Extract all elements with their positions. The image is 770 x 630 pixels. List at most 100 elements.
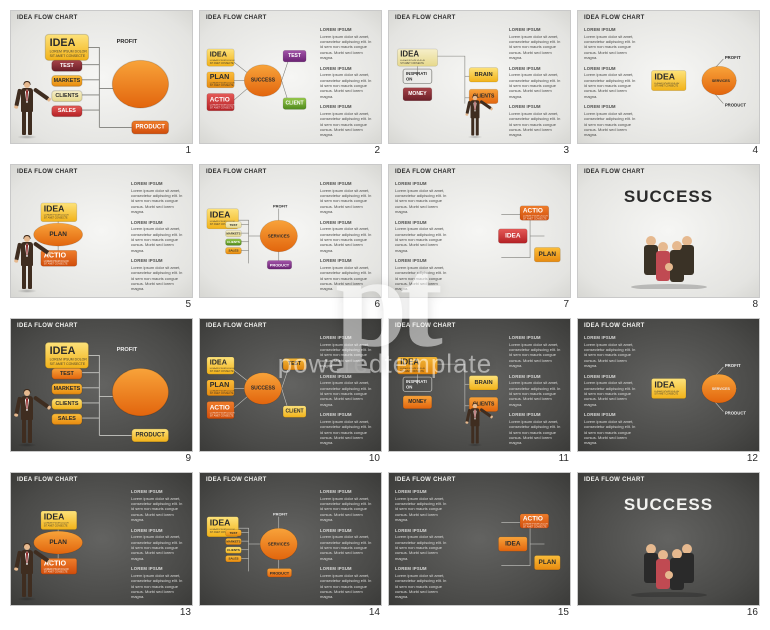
svg-text:IDEA: IDEA bbox=[505, 541, 521, 548]
diagram: PROFIT IDEA LOREM IPSUM DOLOR SIT AMET C… bbox=[15, 25, 188, 139]
lorem-label: LOREM IPSUM bbox=[584, 412, 639, 418]
slide-number: 3 bbox=[388, 144, 571, 158]
lorem-body: Lorem ipsum dolor sit amet, consectetur … bbox=[395, 496, 450, 523]
svg-text:LOREM IPSUM DOLOR: LOREM IPSUM DOLOR bbox=[210, 390, 235, 392]
lorem-label: LOREM IPSUM bbox=[131, 528, 186, 534]
lorem-label: LOREM IPSUM bbox=[320, 374, 375, 380]
template-grid: IDEA FLOW CHART PROFIT bbox=[0, 0, 770, 630]
slide-cell: IDEA FLOW CHART IDE bbox=[388, 318, 571, 466]
slide-7[interactable]: IDEA FLOW CHART ACT bbox=[388, 164, 571, 298]
svg-text:SALES: SALES bbox=[228, 557, 238, 561]
svg-text:MARKETS: MARKETS bbox=[54, 386, 81, 392]
svg-text:LOREM IPSUM DOLOR: LOREM IPSUM DOLOR bbox=[210, 82, 235, 84]
svg-text:SIT AMET CONSECTE: SIT AMET CONSECTE bbox=[523, 525, 547, 528]
slide-title: IDEA FLOW CHART bbox=[584, 477, 645, 483]
text-column: LOREM IPSUM Lorem ipsum dolor sit amet, … bbox=[131, 181, 186, 297]
slide-8[interactable]: IDEA FLOW CHARTSUCCESS bbox=[577, 164, 760, 298]
svg-text:PRODUCT: PRODUCT bbox=[725, 410, 747, 415]
slide-9[interactable]: IDEA FLOW CHART PROFIT bbox=[10, 318, 193, 452]
svg-text:PLAN: PLAN bbox=[210, 381, 230, 389]
diagram: PROFIT IDEA LOREM IPSUM DOLOR SIT AMET C… bbox=[204, 179, 319, 293]
slide-title: IDEA FLOW CHART bbox=[395, 323, 456, 329]
lorem-body: Lorem ipsum dolor sit amet, consectetur … bbox=[320, 534, 375, 561]
svg-text:PRODUCT: PRODUCT bbox=[135, 432, 165, 438]
slide-16[interactable]: IDEA FLOW CHART SUCCESS bbox=[577, 472, 760, 606]
lorem-label: LOREM IPSUM bbox=[320, 335, 375, 341]
text-column: LOREM IPSUM Lorem ipsum dolor sit amet, … bbox=[395, 489, 450, 605]
slide-6[interactable]: IDEA FLOW CHART PROFIT bbox=[199, 164, 382, 298]
svg-text:LOREM IPSUM DOLOR: LOREM IPSUM DOLOR bbox=[210, 413, 235, 415]
slide-number: 10 bbox=[199, 452, 382, 466]
slide-11[interactable]: IDEA FLOW CHART IDE bbox=[388, 318, 571, 452]
lorem-label: LOREM IPSUM bbox=[584, 27, 639, 33]
svg-text:MONEY: MONEY bbox=[408, 399, 427, 405]
svg-text:CLIENTS: CLIENTS bbox=[55, 93, 78, 99]
slide-title: IDEA FLOW CHART bbox=[17, 169, 78, 175]
svg-text:SIT AMET CONSECTE: SIT AMET CONSECTE bbox=[210, 392, 234, 395]
svg-text:LOREM IPSUM DOLOR: LOREM IPSUM DOLOR bbox=[523, 216, 548, 218]
lorem-label: LOREM IPSUM bbox=[131, 181, 186, 187]
slide-number: 13 bbox=[10, 606, 193, 620]
lorem-label: LOREM IPSUM bbox=[131, 489, 186, 495]
svg-text:SIT AMET CONSECTE: SIT AMET CONSECTE bbox=[210, 84, 234, 87]
lorem-label: LOREM IPSUM bbox=[509, 66, 564, 72]
lorem-label: LOREM IPSUM bbox=[131, 566, 186, 572]
slide-cell: IDEA FLOW CHART PROFIT bbox=[199, 472, 382, 620]
slide-number: 14 bbox=[199, 606, 382, 620]
svg-text:SIT AMET CONSECTE: SIT AMET CONSECTE bbox=[400, 370, 424, 373]
text-column: LOREM IPSUM Lorem ipsum dolor sit amet, … bbox=[131, 489, 186, 605]
lorem-label: LOREM IPSUM bbox=[131, 258, 186, 264]
svg-text:PROFIT: PROFIT bbox=[725, 55, 741, 60]
team-illustration bbox=[619, 537, 719, 599]
slide-2[interactable]: IDEA FLOW CHART IDE bbox=[199, 10, 382, 144]
slide-cell: IDEA FLOW CHART IDE bbox=[388, 10, 571, 158]
text-column: LOREM IPSUM Lorem ipsum dolor sit amet, … bbox=[584, 335, 639, 451]
slide-3[interactable]: IDEA FLOW CHART IDE bbox=[388, 10, 571, 144]
svg-text:SIT AMET CONSECTE: SIT AMET CONSECTE bbox=[654, 85, 678, 88]
success-heading: SUCCESS bbox=[624, 495, 713, 515]
lorem-label: LOREM IPSUM bbox=[320, 66, 375, 72]
lorem-label: LOREM IPSUM bbox=[395, 181, 450, 187]
svg-text:SIT AMET CONSECTE: SIT AMET CONSECTE bbox=[210, 62, 234, 65]
lorem-body: Lorem ipsum dolor sit amet, consectetur … bbox=[509, 419, 564, 446]
lorem-label: LOREM IPSUM bbox=[395, 489, 450, 495]
text-column: LOREM IPSUM Lorem ipsum dolor sit amet, … bbox=[320, 27, 375, 143]
slide-cell: IDEA FLOW CHARTSUCCESS 8 bbox=[577, 164, 760, 312]
svg-text:SIT AMET CONSECTE: SIT AMET CONSECTE bbox=[400, 62, 424, 65]
lorem-label: LOREM IPSUM bbox=[320, 489, 375, 495]
slide-number: 2 bbox=[199, 144, 382, 158]
slide-12[interactable]: IDEA FLOW CHART PROFITPRODUCT bbox=[577, 318, 760, 452]
svg-text:LOREM IPSUM DOLOR: LOREM IPSUM DOLOR bbox=[654, 391, 679, 393]
svg-text:LOREM IPSUM DOLOR: LOREM IPSUM DOLOR bbox=[210, 60, 235, 62]
svg-text:LOREM IPSUM DOLOR: LOREM IPSUM DOLOR bbox=[210, 368, 235, 370]
svg-text:ON: ON bbox=[406, 77, 412, 82]
slide-1[interactable]: IDEA FLOW CHART PROFIT bbox=[10, 10, 193, 144]
slide-title: IDEA FLOW CHART bbox=[584, 323, 645, 329]
svg-text:BRAIN: BRAIN bbox=[474, 72, 492, 78]
lorem-body: Lorem ipsum dolor sit amet, consectetur … bbox=[509, 111, 564, 138]
slide-5[interactable]: IDEA FLOW CHART IDE bbox=[10, 164, 193, 298]
svg-text:PROFIT: PROFIT bbox=[117, 39, 138, 45]
svg-text:CLIENTS: CLIENTS bbox=[55, 401, 78, 407]
lorem-body: Lorem ipsum dolor sit amet, consectetur … bbox=[320, 342, 375, 369]
svg-text:SIT AMET CONSECTE: SIT AMET CONSECTE bbox=[44, 525, 68, 528]
svg-text:SALES: SALES bbox=[58, 108, 76, 114]
lorem-label: LOREM IPSUM bbox=[509, 104, 564, 110]
slide-13[interactable]: IDEA FLOW CHART IDE bbox=[10, 472, 193, 606]
svg-text:ON: ON bbox=[406, 385, 412, 390]
svg-text:IDEA: IDEA bbox=[505, 233, 521, 240]
lorem-label: LOREM IPSUM bbox=[320, 27, 375, 33]
lorem-body: Lorem ipsum dolor sit amet, consectetur … bbox=[320, 419, 375, 446]
lorem-label: LOREM IPSUM bbox=[584, 374, 639, 380]
slide-4[interactable]: IDEA FLOW CHART PROFITPRODUCT bbox=[577, 10, 760, 144]
svg-text:CLIENTS: CLIENTS bbox=[227, 548, 240, 552]
svg-text:IDEA: IDEA bbox=[210, 51, 227, 59]
slide-cell: IDEA FLOW CHART PROFIT bbox=[10, 10, 193, 158]
diagram: IDEA LOREM IPSUM DOLOR SIT AMET CONSECTE… bbox=[393, 333, 508, 447]
slide-10[interactable]: IDEA FLOW CHART IDE bbox=[199, 318, 382, 452]
lorem-label: LOREM IPSUM bbox=[320, 258, 375, 264]
lorem-label: LOREM IPSUM bbox=[509, 27, 564, 33]
slide-15[interactable]: IDEA FLOW CHART ACT bbox=[388, 472, 571, 606]
slide-14[interactable]: IDEA FLOW CHART PROFIT bbox=[199, 472, 382, 606]
slide-cell: IDEA FLOW CHART ACT bbox=[388, 472, 571, 620]
